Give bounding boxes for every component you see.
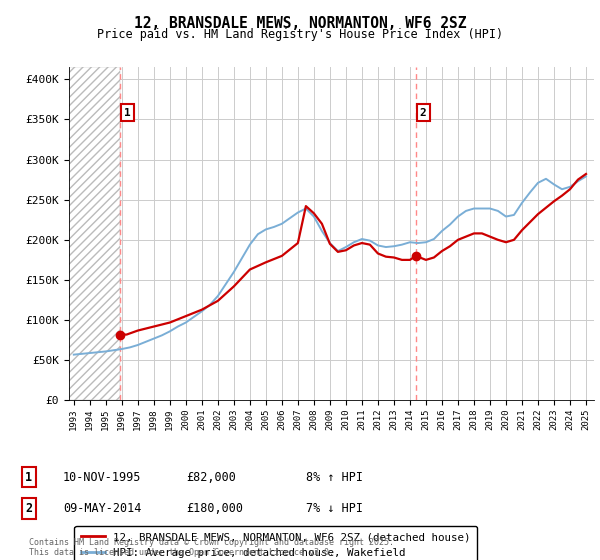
Legend: 12, BRANSDALE MEWS, NORMANTON, WF6 2SZ (detached house), HPI: Average price, det: 12, BRANSDALE MEWS, NORMANTON, WF6 2SZ (… (74, 526, 478, 560)
Text: £180,000: £180,000 (186, 502, 243, 515)
Text: 09-MAY-2014: 09-MAY-2014 (63, 502, 142, 515)
Text: 8% ↑ HPI: 8% ↑ HPI (306, 470, 363, 484)
Text: Price paid vs. HM Land Registry's House Price Index (HPI): Price paid vs. HM Land Registry's House … (97, 28, 503, 41)
Text: 1: 1 (25, 470, 32, 484)
Text: 7% ↓ HPI: 7% ↓ HPI (306, 502, 363, 515)
Text: 2: 2 (25, 502, 32, 515)
Text: Contains HM Land Registry data © Crown copyright and database right 2025.
This d: Contains HM Land Registry data © Crown c… (29, 538, 394, 557)
Text: 12, BRANSDALE MEWS, NORMANTON, WF6 2SZ: 12, BRANSDALE MEWS, NORMANTON, WF6 2SZ (134, 16, 466, 31)
Text: 1: 1 (124, 108, 130, 118)
Text: 10-NOV-1995: 10-NOV-1995 (63, 470, 142, 484)
Text: 2: 2 (420, 108, 427, 118)
Text: £82,000: £82,000 (186, 470, 236, 484)
